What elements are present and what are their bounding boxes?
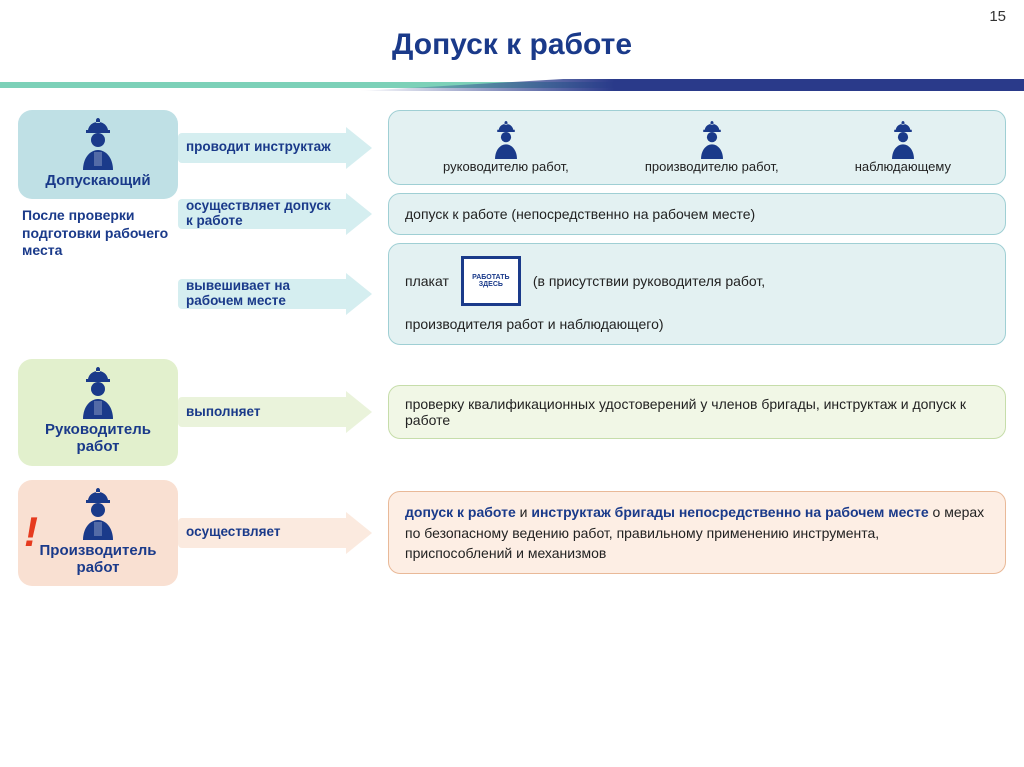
role-label: Производитель работ — [24, 542, 172, 577]
exclaim-icon: ! — [24, 508, 38, 556]
arrow-admits: осуществляет допуск к работе — [178, 193, 378, 235]
worker-icon — [75, 118, 121, 170]
info-producer: допуск к работе и инструктаж бригады неп… — [388, 491, 1006, 574]
role-box-supervisor: Руководитель работ — [18, 359, 178, 466]
role-box-producer: ! Производитель работ — [18, 480, 178, 587]
info-admission: допуск к работе (непосредственно на рабо… — [388, 193, 1006, 235]
info-sign: плакат РАБОТАТЬ ЗДЕСЬ (в присутствии рук… — [388, 243, 1006, 345]
arrow-carries-out: осуществляет — [178, 512, 378, 554]
recipient-supervisor: руководителю работ, — [443, 121, 569, 174]
role-label: Допускающий — [24, 172, 172, 189]
arrow-label: вывешивает на рабочем месте — [178, 279, 338, 309]
work-here-sign: РАБОТАТЬ ЗДЕСЬ — [461, 256, 521, 306]
worker-icon — [695, 121, 729, 159]
recipient-producer: производителю работ, — [645, 121, 779, 174]
title-divider — [0, 74, 1024, 92]
arrow-posts-sign: вывешивает на рабочем месте — [178, 273, 378, 315]
info-supervisor: проверку квалификационных удостоверений … — [388, 385, 1006, 439]
section-admitter: Допускающий После проверки подготовки ра… — [18, 110, 1006, 345]
arrow-performs: выполняет — [178, 391, 378, 433]
arrow-label: осуществляет — [178, 525, 338, 540]
worker-icon — [489, 121, 523, 159]
recipient-observer: наблюдающему — [855, 121, 951, 174]
worker-icon — [886, 121, 920, 159]
arrow-label: проводит инструктаж — [178, 140, 338, 155]
page-title: Допуск к работе — [0, 0, 1024, 74]
diagram-content: Допускающий После проверки подготовки ра… — [0, 92, 1024, 586]
worker-icon — [75, 367, 121, 419]
arrow-label: выполняет — [178, 405, 338, 420]
arrow-instructs: проводит инструктаж — [178, 127, 378, 169]
role-label: Руководитель работ — [24, 421, 172, 456]
info-recipients: руководителю работ, производителю работ,… — [388, 110, 1006, 185]
admitter-note: После проверки подготовки рабочего места — [18, 199, 178, 260]
worker-icon — [75, 488, 121, 540]
arrow-label: осуществляет допуск к работе — [178, 199, 338, 229]
section-supervisor: Руководитель работ выполняет проверку кв… — [18, 359, 1006, 466]
role-box-admitter: Допускающий — [18, 110, 178, 199]
section-producer: ! Производитель работ осуществляет допус… — [18, 480, 1006, 587]
page-number: 15 — [989, 8, 1006, 25]
